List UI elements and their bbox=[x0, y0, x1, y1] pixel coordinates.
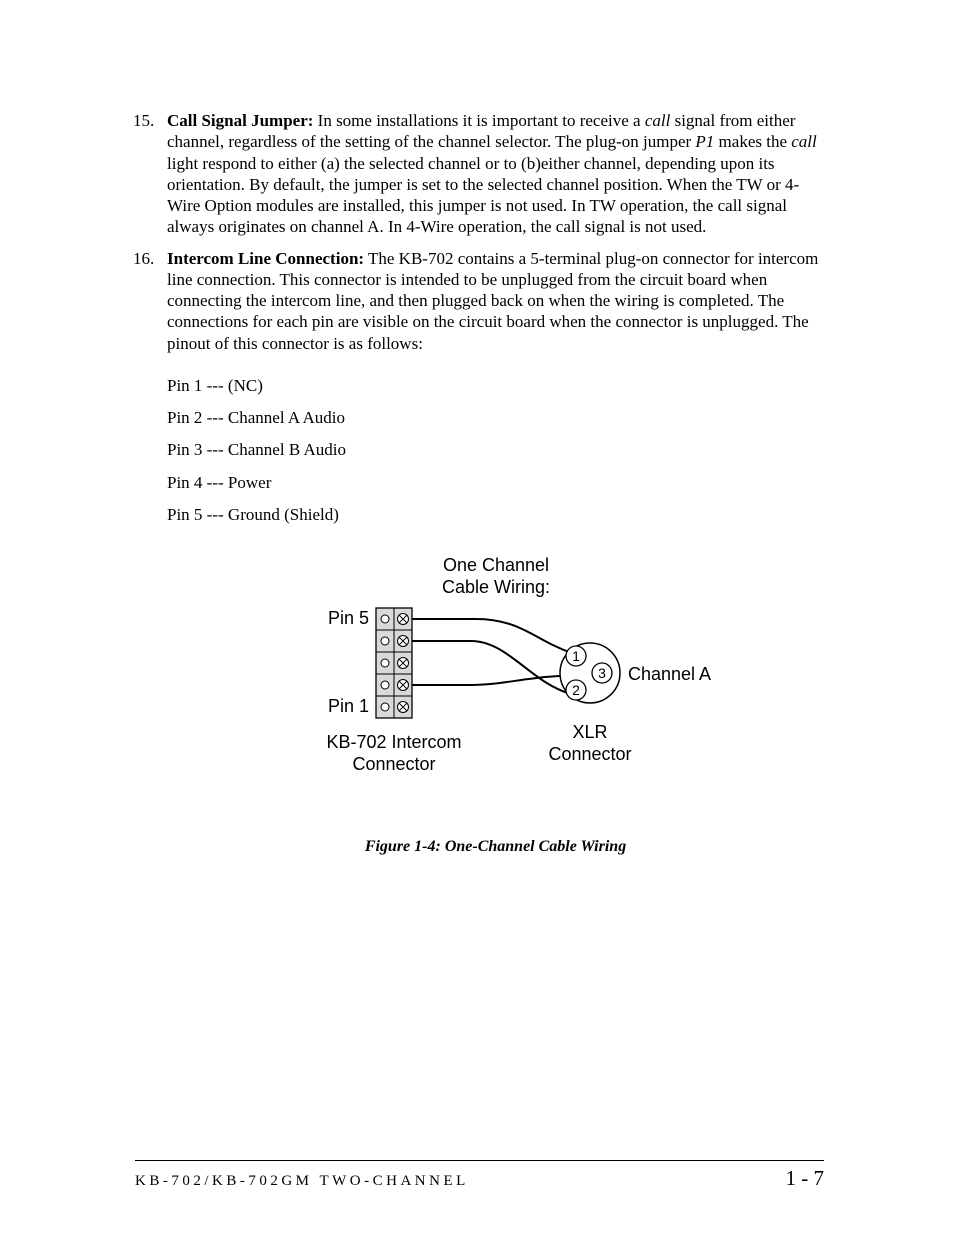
pinout-list: Pin 1 --- (NC) Pin 2 --- Channel A Audio… bbox=[167, 370, 824, 531]
list-item-16: 16. Intercom Line Connection: The KB-702… bbox=[167, 248, 824, 858]
footer-left: KB-702/KB-702GM TWO-CHANNEL bbox=[135, 1173, 469, 1190]
item-body: Call Signal Jumper: In some installation… bbox=[167, 111, 817, 236]
pin-line: Pin 1 --- (NC) bbox=[167, 370, 824, 402]
xlr-pin-2: 2 bbox=[572, 682, 580, 698]
text-run: call bbox=[791, 132, 817, 151]
numbered-list: 15. Call Signal Jumper: In some installa… bbox=[135, 110, 824, 857]
diagram-title-l1: One Channel bbox=[442, 555, 548, 575]
pin-line: Pin 4 --- Power bbox=[167, 467, 824, 499]
wiring-diagram: One Channel Cable Wiring: bbox=[167, 553, 824, 857]
channel-a-label: Channel A bbox=[628, 664, 711, 684]
diagram-title-l2: Cable Wiring: bbox=[441, 577, 549, 597]
item-body: Intercom Line Connection: The KB-702 con… bbox=[167, 249, 818, 353]
text-run: call bbox=[645, 111, 671, 130]
figure-caption: Figure 1-4: One-Channel Cable Wiring bbox=[365, 837, 626, 857]
footer-right: 1 - 7 bbox=[786, 1166, 825, 1191]
list-number: 16. bbox=[133, 248, 154, 269]
xlr-connector: 1 2 3 bbox=[560, 643, 620, 703]
item-heading: Intercom Line Connection: bbox=[167, 249, 364, 268]
pin-line: Pin 5 --- Ground (Shield) bbox=[167, 499, 824, 531]
text-run: P1 bbox=[695, 132, 714, 151]
right-caption-l1: XLR bbox=[572, 722, 607, 742]
text-run: light respond to either (a) the selected… bbox=[167, 154, 799, 237]
left-caption-l1: KB-702 Intercom bbox=[326, 732, 461, 752]
footer-rule bbox=[135, 1160, 824, 1161]
page-footer: KB-702/KB-702GM TWO-CHANNEL 1 - 7 bbox=[135, 1166, 824, 1191]
pin1-label: Pin 1 bbox=[327, 696, 368, 716]
page-content: 15. Call Signal Jumper: In some installa… bbox=[0, 0, 954, 857]
diagram-svg: One Channel Cable Wiring: bbox=[276, 553, 716, 813]
pin-line: Pin 2 --- Channel A Audio bbox=[167, 402, 824, 434]
pin-line: Pin 3 --- Channel B Audio bbox=[167, 434, 824, 466]
list-number: 15. bbox=[133, 110, 154, 131]
list-item-15: 15. Call Signal Jumper: In some installa… bbox=[167, 110, 824, 238]
xlr-pin-3: 3 bbox=[598, 665, 606, 681]
left-caption-l2: Connector bbox=[352, 754, 435, 774]
right-caption-l2: Connector bbox=[548, 744, 631, 764]
pin5-label: Pin 5 bbox=[327, 608, 368, 628]
text-run: In some installations it is important to… bbox=[313, 111, 644, 130]
xlr-pin-1: 1 bbox=[572, 648, 580, 664]
text-run: makes the bbox=[714, 132, 791, 151]
terminal-block bbox=[376, 608, 412, 718]
item-heading: Call Signal Jumper: bbox=[167, 111, 313, 130]
